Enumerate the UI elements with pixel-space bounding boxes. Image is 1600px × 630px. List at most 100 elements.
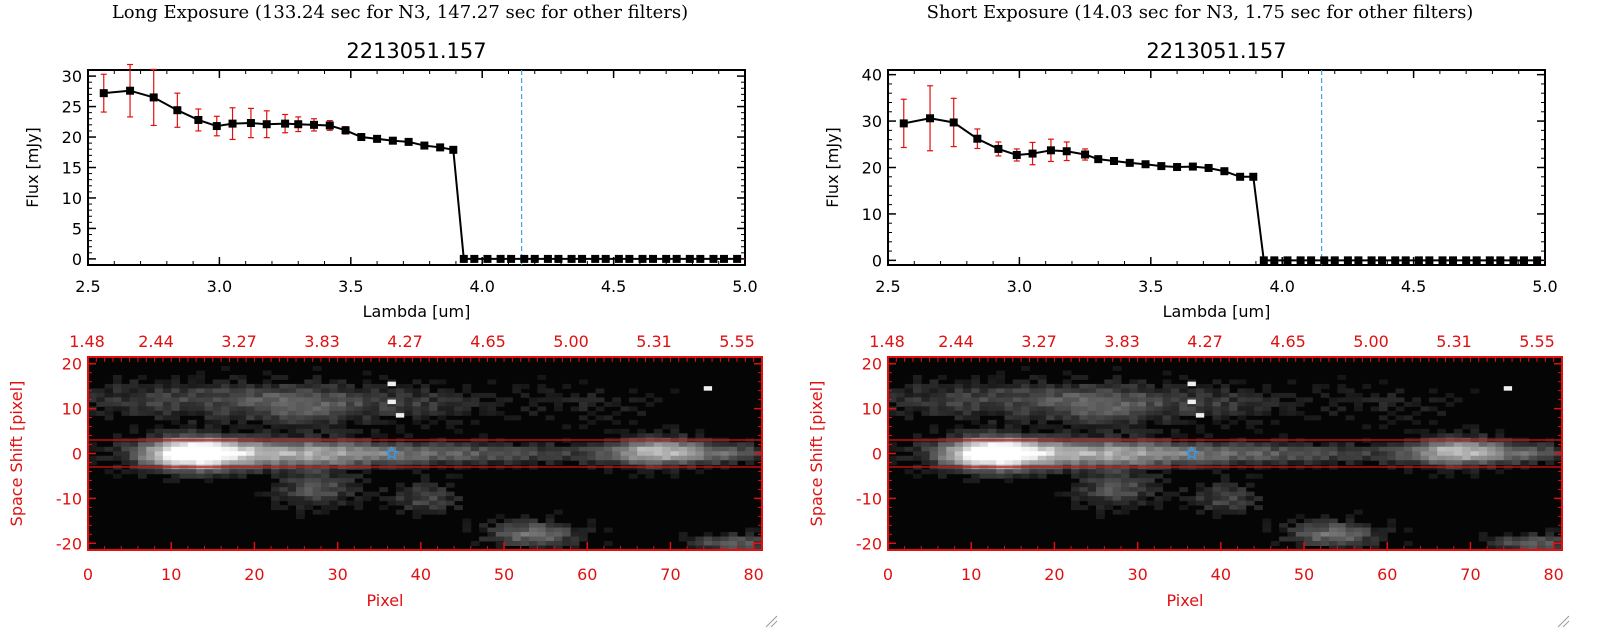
- image-pixel: [971, 451, 981, 457]
- image-pixel: [1012, 388, 1022, 394]
- image-pixel: [937, 397, 947, 403]
- image-pixel: [1437, 442, 1447, 448]
- image-pixel: [1204, 460, 1214, 466]
- data-point: [899, 119, 908, 128]
- image-pixel: [1129, 428, 1139, 434]
- image-pixel: [1520, 536, 1530, 542]
- x-axis-label: Lambda [um]: [1163, 302, 1271, 321]
- resize-grip-icon[interactable]: [764, 614, 778, 628]
- image-pixel: [737, 455, 746, 461]
- image-pixel: [937, 401, 947, 407]
- image-pixel: [1062, 392, 1072, 398]
- image-pixel: [670, 442, 680, 448]
- image-pixel: [345, 415, 355, 421]
- image-pixel: [962, 415, 972, 421]
- image-pixel: [320, 482, 330, 488]
- image-pixel: [912, 455, 922, 461]
- image-pixel: [196, 383, 205, 389]
- data-point: [507, 254, 516, 263]
- image-pixel: [996, 388, 1005, 394]
- x-tick-label: 4.0: [1269, 277, 1294, 296]
- image-pixel: [162, 460, 172, 466]
- image-pixel: [1046, 383, 1055, 389]
- image-pixel: [88, 460, 97, 466]
- image-pixel: [404, 487, 414, 493]
- image-pixel: [221, 383, 230, 389]
- image-pixel: [912, 379, 922, 385]
- image-pixel: [1112, 442, 1122, 448]
- image-pixel: [179, 428, 189, 434]
- image-pixel: [1154, 410, 1164, 416]
- image-pixel: [287, 442, 297, 448]
- data-point: [591, 254, 600, 263]
- resize-grip-icon[interactable]: [1556, 614, 1570, 628]
- image-pixel: [1079, 415, 1089, 421]
- image-pixel: [254, 424, 264, 430]
- image-pixel: [387, 399, 396, 405]
- data-point: [1236, 172, 1245, 181]
- image-pixel: [287, 433, 297, 439]
- image-pixel: [1229, 460, 1238, 466]
- image-pixel: [88, 397, 97, 403]
- x-axis-label: Lambda [um]: [363, 302, 471, 321]
- image-pixel: [1137, 473, 1147, 479]
- image-pixel: [329, 487, 339, 493]
- image-pixel: [1154, 401, 1164, 407]
- image-pixel: [312, 379, 322, 385]
- image-pixel: [1254, 406, 1263, 412]
- data-point: [1094, 155, 1103, 164]
- image-pixel: [1137, 451, 1147, 457]
- image-pixel: [720, 446, 730, 452]
- image-pixel: [345, 478, 355, 484]
- image-pixel: [271, 410, 280, 416]
- image-pixel: [987, 428, 997, 434]
- image-pixel: [1162, 419, 1172, 425]
- image-pixel: [979, 388, 989, 394]
- image-pixel: [921, 446, 931, 452]
- data-point: [601, 254, 610, 263]
- image-pixel: [445, 397, 455, 403]
- image-pixel: [179, 397, 189, 403]
- image-pixel: [962, 406, 972, 412]
- image-pixel: [753, 455, 763, 461]
- image-pixel: [1204, 500, 1214, 506]
- image-pixel: [662, 455, 671, 461]
- image-pixel: [562, 397, 572, 403]
- image-pixel: [1370, 392, 1380, 398]
- image-pixel: [954, 442, 964, 448]
- image-pixel: [462, 410, 472, 416]
- exposure-title: Long Exposure (133.24 sec for N3, 147.27…: [111, 2, 689, 23]
- data-point: [149, 93, 158, 102]
- image-pixel: [1104, 401, 1114, 407]
- image-pixel: [1145, 428, 1155, 434]
- image-pixel: [1428, 455, 1438, 461]
- image-pixel: [1112, 451, 1122, 457]
- image-pixel: [279, 433, 289, 439]
- image-pixel: [1054, 392, 1064, 398]
- image-pixel: [1145, 487, 1155, 493]
- image-pixel: [1162, 491, 1172, 497]
- image-pixel: [437, 505, 447, 511]
- image-pixel: [1520, 460, 1530, 466]
- image-pixel: [545, 523, 555, 529]
- image-pixel: [179, 383, 189, 389]
- image-pixel: [1154, 406, 1164, 412]
- image-pixel: [1237, 455, 1247, 461]
- image-pixel: [946, 392, 956, 398]
- image-pixel: [1320, 527, 1330, 533]
- image-pixel: [1337, 446, 1347, 452]
- image-pixel: [512, 532, 522, 538]
- image-pixel: [921, 460, 931, 466]
- spatial-image: 0 10 20 30 40 50 60 70 801.48 2.44 3.27 3.83 4.27 4.6…: [807, 332, 1564, 610]
- image-pixel: [1137, 500, 1147, 506]
- image-pixel: [312, 401, 322, 407]
- image-pixel: [1079, 505, 1089, 511]
- image-pixel: [312, 415, 322, 421]
- image-pixel: [362, 419, 372, 425]
- data-point: [685, 254, 694, 263]
- image-pixel: [162, 401, 172, 407]
- image-pixel: [312, 482, 322, 488]
- image-pixel: [312, 365, 322, 371]
- image-pixel: [1262, 406, 1272, 412]
- image-pixel: [312, 392, 322, 398]
